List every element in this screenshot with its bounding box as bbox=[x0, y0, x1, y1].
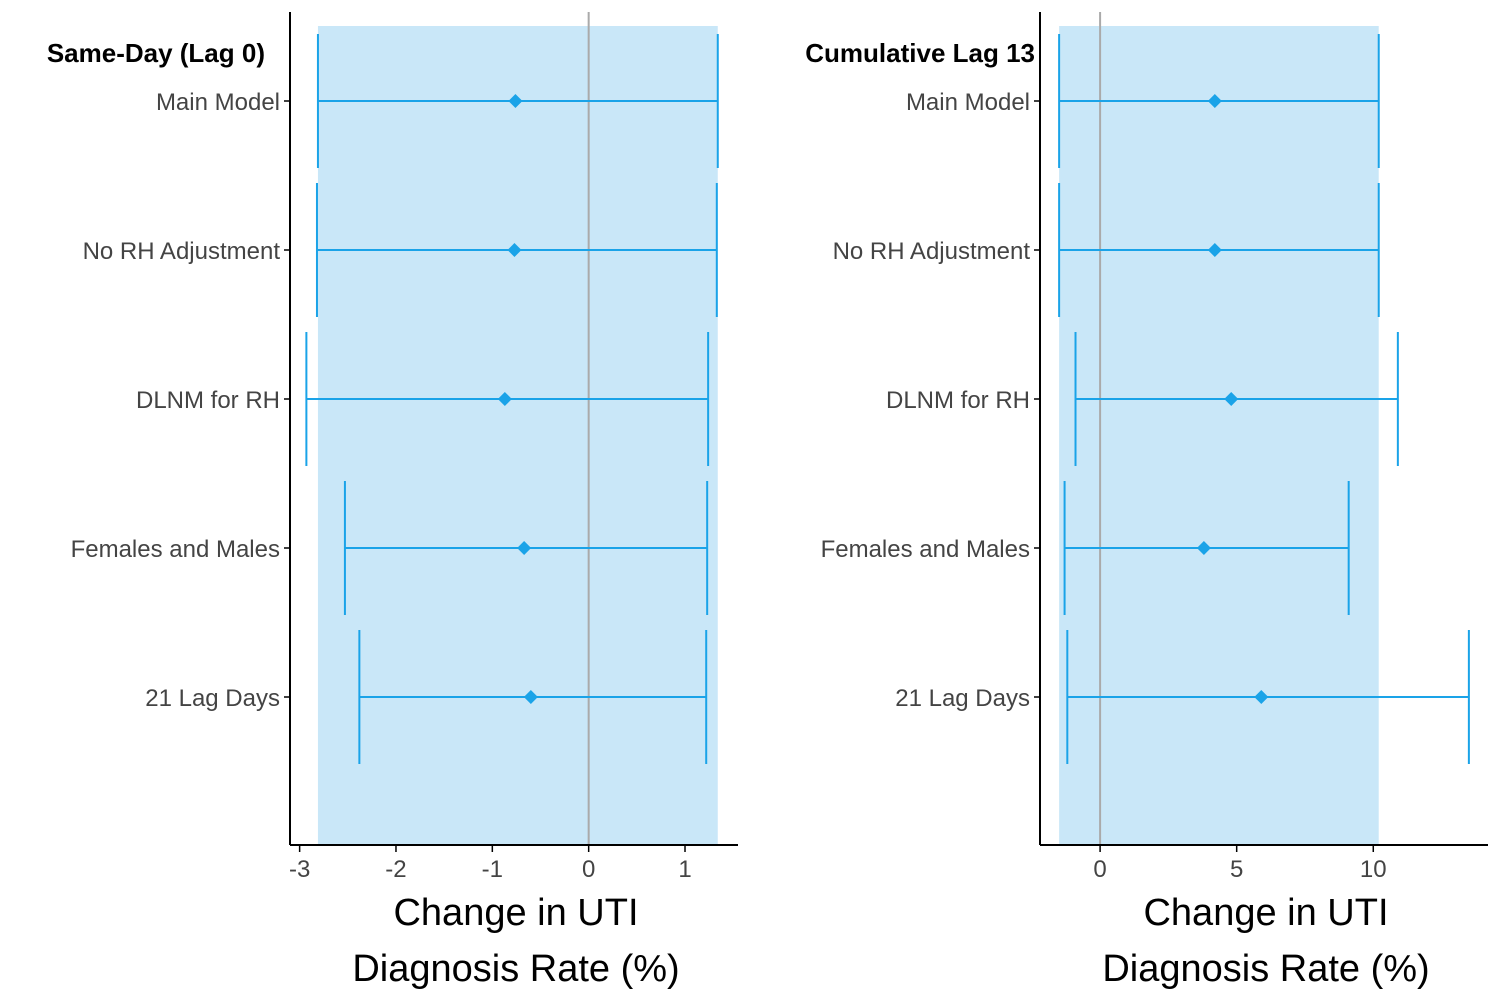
x-tick-label: -1 bbox=[482, 856, 503, 883]
point-estimate bbox=[507, 243, 522, 257]
point-estimate bbox=[497, 392, 512, 406]
x-tick-label: 0 bbox=[1093, 856, 1106, 883]
point-estimate bbox=[1207, 94, 1222, 108]
point-estimate bbox=[523, 690, 538, 704]
x-tick-label: 1 bbox=[678, 856, 691, 883]
category-label: No RH Adjustment bbox=[83, 238, 281, 265]
point-estimate bbox=[1196, 541, 1211, 555]
category-label: DLNM for RH bbox=[136, 387, 280, 414]
point-estimate bbox=[1224, 392, 1239, 406]
point-estimate bbox=[1254, 690, 1269, 704]
x-axis-title-line-1: Change in UTI bbox=[393, 892, 638, 934]
category-label: Females and Males bbox=[821, 536, 1030, 563]
point-estimate bbox=[1207, 243, 1222, 257]
panel-1: Main Model No RH Adjustment DLNM for RH Fem… bbox=[47, 12, 738, 990]
x-tick-label: 5 bbox=[1230, 856, 1243, 883]
category-label: DLNM for RH bbox=[886, 387, 1030, 414]
category-label: Main Model bbox=[156, 89, 280, 116]
x-axis-title-line-2: Diagnosis Rate (%) bbox=[1102, 948, 1429, 990]
x-axis-title-line-2: Diagnosis Rate (%) bbox=[352, 948, 679, 990]
category-label: 21 Lag Days bbox=[145, 685, 280, 712]
x-tick-label: -3 bbox=[289, 856, 310, 883]
confidence-band bbox=[317, 26, 718, 845]
x-tick-label: 0 bbox=[582, 856, 595, 883]
x-tick-label: -2 bbox=[385, 856, 406, 883]
panel-2: Main Model No RH Adjustment DLNM for RH Fem… bbox=[805, 12, 1488, 990]
point-estimate bbox=[517, 541, 532, 555]
confidence-band bbox=[1059, 26, 1379, 845]
category-label: No RH Adjustment bbox=[833, 238, 1031, 265]
point-estimate bbox=[508, 94, 523, 108]
panel-title: Cumulative Lag 13 bbox=[805, 38, 1035, 68]
category-label: Main Model bbox=[906, 89, 1030, 116]
x-axis-title-line-1: Change in UTI bbox=[1143, 892, 1388, 934]
x-tick-label: 10 bbox=[1360, 856, 1387, 883]
category-label: Females and Males bbox=[71, 536, 280, 563]
panel-title: Same-Day (Lag 0) bbox=[47, 38, 265, 68]
category-label: 21 Lag Days bbox=[895, 685, 1030, 712]
